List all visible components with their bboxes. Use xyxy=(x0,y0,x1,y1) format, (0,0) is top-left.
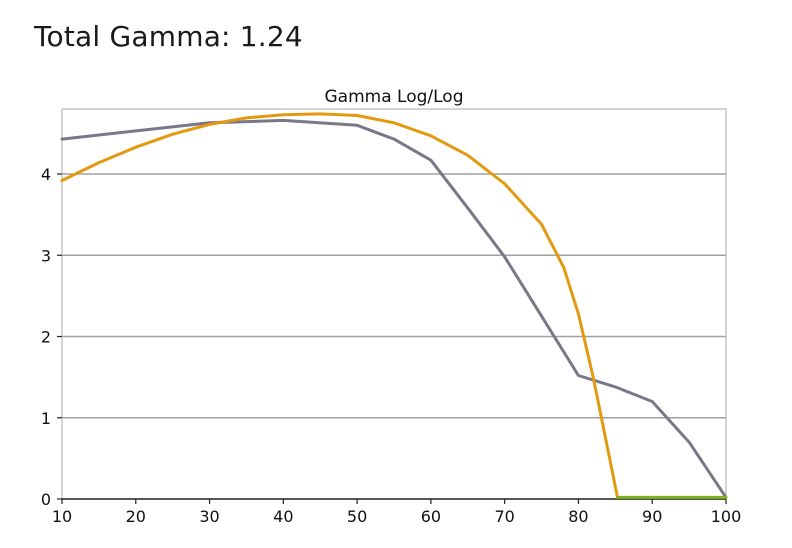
x-tick-label-60: 60 xyxy=(421,507,441,526)
x-tick-label-70: 70 xyxy=(494,507,514,526)
plot-frame xyxy=(61,108,727,500)
x-tick-label-20: 20 xyxy=(126,507,146,526)
x-tick-label-40: 40 xyxy=(273,507,293,526)
total-gamma-title: Total Gamma: 1.24 xyxy=(34,20,303,53)
x-tick-label-30: 30 xyxy=(199,507,219,526)
chart-title: Gamma Log/Log xyxy=(325,87,464,107)
y-tick-label-1: 1 xyxy=(41,409,51,428)
x-tick-label-100: 100 xyxy=(711,507,742,526)
x-tick-label-50: 50 xyxy=(347,507,367,526)
y-tick-label-2: 2 xyxy=(41,328,51,347)
series-line-0 xyxy=(60,118,728,499)
y-tick-label-3: 3 xyxy=(41,246,51,265)
x-tick-label-80: 80 xyxy=(568,507,588,526)
y-tick-label-0: 0 xyxy=(41,490,51,509)
series-line-1 xyxy=(60,112,619,499)
y-tick-label-4: 4 xyxy=(41,165,51,184)
x-tick-label-10: 10 xyxy=(52,507,72,526)
x-tick-label-90: 90 xyxy=(642,507,662,526)
